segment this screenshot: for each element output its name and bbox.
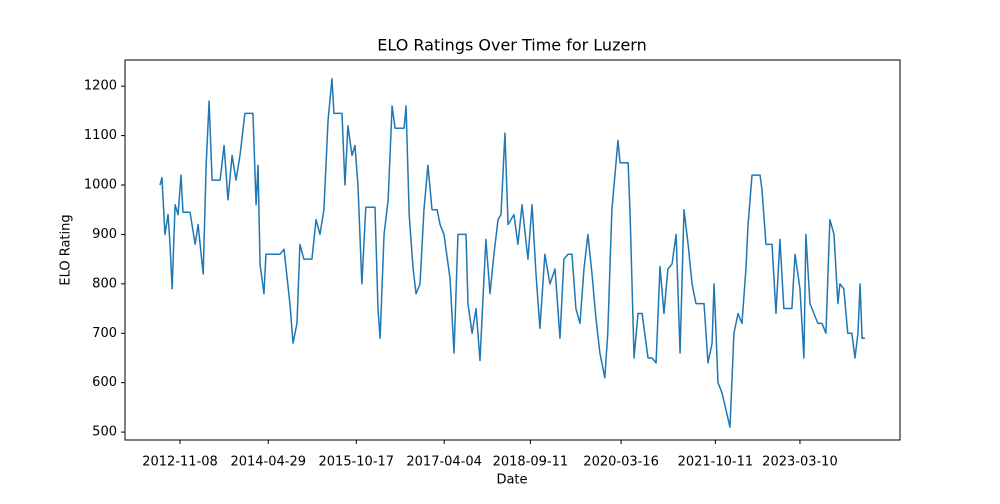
y-axis-label: ELO Rating bbox=[59, 214, 74, 285]
x-tick-label: 2018-09-11 bbox=[493, 455, 569, 470]
x-tick-label: 2015-10-17 bbox=[319, 455, 395, 470]
x-axis-label: Date bbox=[496, 473, 527, 488]
y-tick-label: 1100 bbox=[84, 128, 117, 143]
y-tick-label: 500 bbox=[92, 425, 117, 440]
chart-title: ELO Ratings Over Time for Luzern bbox=[377, 36, 647, 55]
y-tick-label: 800 bbox=[92, 276, 117, 291]
x-tick-label: 2014-04-29 bbox=[230, 455, 306, 470]
y-tick-label: 600 bbox=[92, 375, 117, 390]
x-tick-label: 2012-11-08 bbox=[142, 455, 218, 470]
data-line bbox=[159, 78, 866, 428]
x-tick-label: 2020-03-16 bbox=[583, 455, 659, 470]
plot-frame bbox=[124, 59, 901, 441]
y-tick-label: 900 bbox=[92, 227, 117, 242]
y-tick-label: 700 bbox=[92, 326, 117, 341]
x-tick-label: 2021-10-11 bbox=[678, 455, 754, 470]
x-tick-label: 2017-04-04 bbox=[406, 455, 482, 470]
y-tick-label: 1200 bbox=[84, 79, 117, 94]
y-tick-label: 1000 bbox=[84, 178, 117, 193]
x-tick-label: 2023-03-10 bbox=[762, 455, 838, 470]
